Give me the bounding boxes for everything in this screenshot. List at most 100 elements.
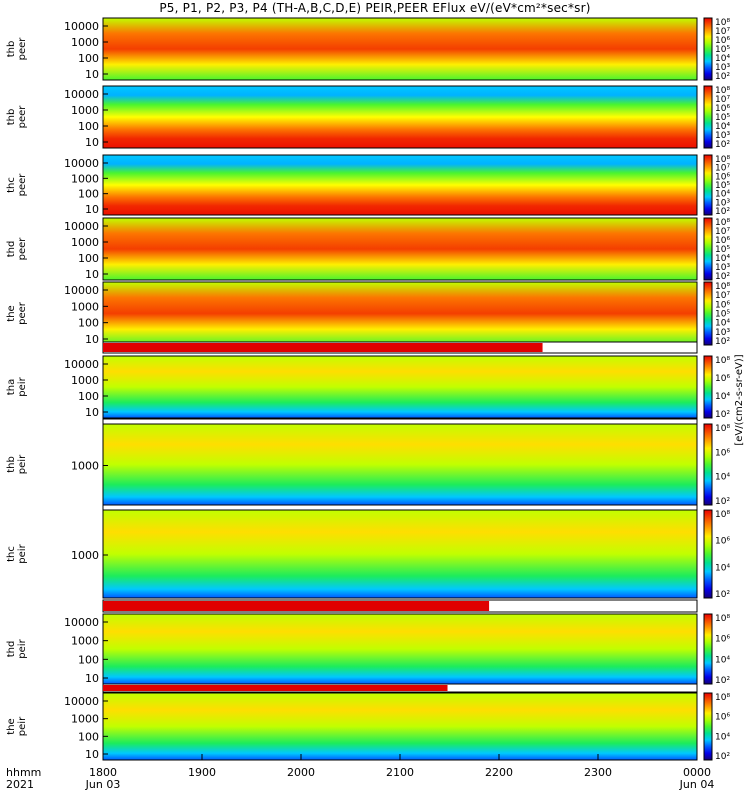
colorbar xyxy=(703,509,713,599)
y-tick-label: 1000 xyxy=(71,236,99,249)
colorbar-unit-label: [eV/(cm2-s-sr-eV)] xyxy=(734,354,745,445)
colorbar-tick-label: 10⁶ xyxy=(715,374,730,384)
panel-label: peer xyxy=(17,173,28,197)
colorbar-tick-label: 10² xyxy=(715,337,730,347)
colorbar-tick-label: 10⁸ xyxy=(715,614,730,624)
y-tick-label: 10000 xyxy=(64,20,99,33)
panel-frame xyxy=(102,355,698,419)
colorbar xyxy=(703,613,713,685)
colorbar-tick-label: 10⁷ xyxy=(715,291,730,301)
colorbar-tick-label: 10⁴ xyxy=(715,655,730,665)
panel-label: thb xyxy=(6,456,17,473)
colorbar-tick-label: 10⁴ xyxy=(715,473,730,483)
y-tick-label: 10000 xyxy=(64,88,99,101)
colorbar-tick-label: 10⁴ xyxy=(715,254,730,264)
colorbar-tick-label: 10³ xyxy=(715,63,730,73)
colorbar-tick-label: 10⁵ xyxy=(715,245,730,255)
colorbar-tick-label: 10⁶ xyxy=(715,537,730,547)
panel-label: thd xyxy=(6,241,17,258)
y-tick-label: 1000 xyxy=(71,172,99,185)
panel-frame xyxy=(102,217,698,281)
colorbar-tick-label: 10³ xyxy=(715,328,730,338)
spectrogram-panel-9 xyxy=(103,614,697,684)
panel-label: thc xyxy=(6,546,17,562)
panel-label: peer xyxy=(17,237,28,261)
spectrogram-panel-4 xyxy=(103,218,697,280)
colorbar-tick-label: 10³ xyxy=(715,263,730,273)
y-tick-label: 10 xyxy=(85,268,99,281)
x-tick-label: 2100 xyxy=(386,766,414,779)
x-tick-label: 2000 xyxy=(287,766,315,779)
y-tick-label: 1000 xyxy=(71,460,99,473)
colorbar-tick-label: 10⁶ xyxy=(715,448,730,458)
y-tick-label: 10000 xyxy=(64,695,99,708)
colorbar xyxy=(703,692,713,761)
panel-frame xyxy=(102,154,698,216)
chart-title: P5, P1, P2, P3, P4 (TH-A,B,C,D,E) PEIR,P… xyxy=(159,1,591,15)
panel-frame xyxy=(102,85,698,149)
colorbar-tick-label: 10⁷ xyxy=(715,164,730,174)
colorbar-tick-label: 10⁴ xyxy=(715,563,730,573)
colorbar-tick-label: 10⁴ xyxy=(715,190,730,200)
colorbar-tick-label: 10⁸ xyxy=(715,510,730,520)
x-tick-date: Jun 03 xyxy=(85,778,121,791)
colorbar-tick-label: 10⁷ xyxy=(715,227,730,237)
panel-7: thb peir 1000 10² 10⁴ 10⁶ 10⁸ xyxy=(6,418,730,507)
panel-label: thc xyxy=(6,177,17,193)
y-tick-label: 10 xyxy=(85,748,99,761)
colorbar-tick-label: 10⁴ xyxy=(715,392,730,402)
colorbar-tick-label: 10² xyxy=(715,676,730,686)
x-tick-date: Jun 04 xyxy=(679,778,715,791)
colorbar-tick-label: 10⁶ xyxy=(715,300,730,310)
y-tick-label: 1000 xyxy=(71,635,99,648)
y-tick-label: 1000 xyxy=(71,36,99,49)
panel-label: thd xyxy=(6,641,17,658)
colorbar-tick-label: 10² xyxy=(715,410,730,420)
panel-9: thd peir 10 100 1000 10000 10² 10⁴ 10⁶ 10⁸ xyxy=(6,599,730,686)
panel-label: peir xyxy=(17,638,28,658)
y-tick-label: 10000 xyxy=(64,284,99,297)
panel-label: thb xyxy=(6,109,17,126)
y-tick-label: 100 xyxy=(78,52,99,65)
spectrogram-panel-5 xyxy=(103,282,697,345)
panel-3: thc peer 10 100 1000 10000 10²10³10⁴10⁵10⁶10⁷1… xyxy=(6,154,730,217)
y-tick-label: 10 xyxy=(85,406,99,419)
y-tick-label: 1000 xyxy=(71,300,99,313)
flag-segment xyxy=(103,343,543,352)
y-tick-label: 1000 xyxy=(71,374,99,387)
panel-frame xyxy=(102,17,698,81)
colorbar-tick-label: 10⁶ xyxy=(715,172,730,182)
panel-label: thb xyxy=(6,41,17,58)
y-tick-label: 10 xyxy=(85,672,99,685)
y-tick-label: 10000 xyxy=(64,616,99,629)
spectrogram-panel-10 xyxy=(103,693,697,760)
spectrogram-panel-7 xyxy=(103,424,697,505)
y-tick-label: 10000 xyxy=(64,220,99,233)
x-tick-label: 2200 xyxy=(485,766,513,779)
y-tick-label: 1000 xyxy=(71,104,99,117)
colorbar-tick-label: 10⁸ xyxy=(715,155,730,165)
x-axis-corner-label: 2021 xyxy=(6,778,34,791)
flag-segment xyxy=(103,685,448,691)
panels-group: thb peer1010010001000010²10³10⁴10⁵10⁶10⁷1… xyxy=(6,17,745,762)
spectrogram-panel-2 xyxy=(103,86,697,148)
x-tick-label: 2300 xyxy=(584,766,612,779)
panel-label: peir xyxy=(17,716,28,736)
colorbar-tick-label: 10⁶ xyxy=(715,635,730,645)
colorbar-tick-label: 10⁷ xyxy=(715,27,730,37)
panel-4: thd peer 10 100 1000 10000 10²10³10⁴10⁵10⁶10⁷1… xyxy=(6,217,730,282)
colorbar xyxy=(703,355,713,419)
colorbar-tick-label: 10² xyxy=(715,72,730,82)
spectrogram-panel-8 xyxy=(103,510,697,598)
y-tick-label: 10 xyxy=(85,333,99,346)
colorbar-tick-label: 10⁷ xyxy=(715,95,730,105)
x-tick-label: 0000 xyxy=(683,766,711,779)
panel-label: peer xyxy=(17,301,28,325)
y-tick-label: 100 xyxy=(78,317,99,330)
colorbar-tick-label: 10⁶ xyxy=(715,36,730,46)
y-tick-label: 100 xyxy=(78,653,99,666)
y-tick-label: 1000 xyxy=(71,549,99,562)
colorbar-tick-label: 10⁶ xyxy=(715,104,730,114)
colorbar-tick-label: 10⁸ xyxy=(715,693,730,703)
y-tick-label: 10 xyxy=(85,136,99,149)
